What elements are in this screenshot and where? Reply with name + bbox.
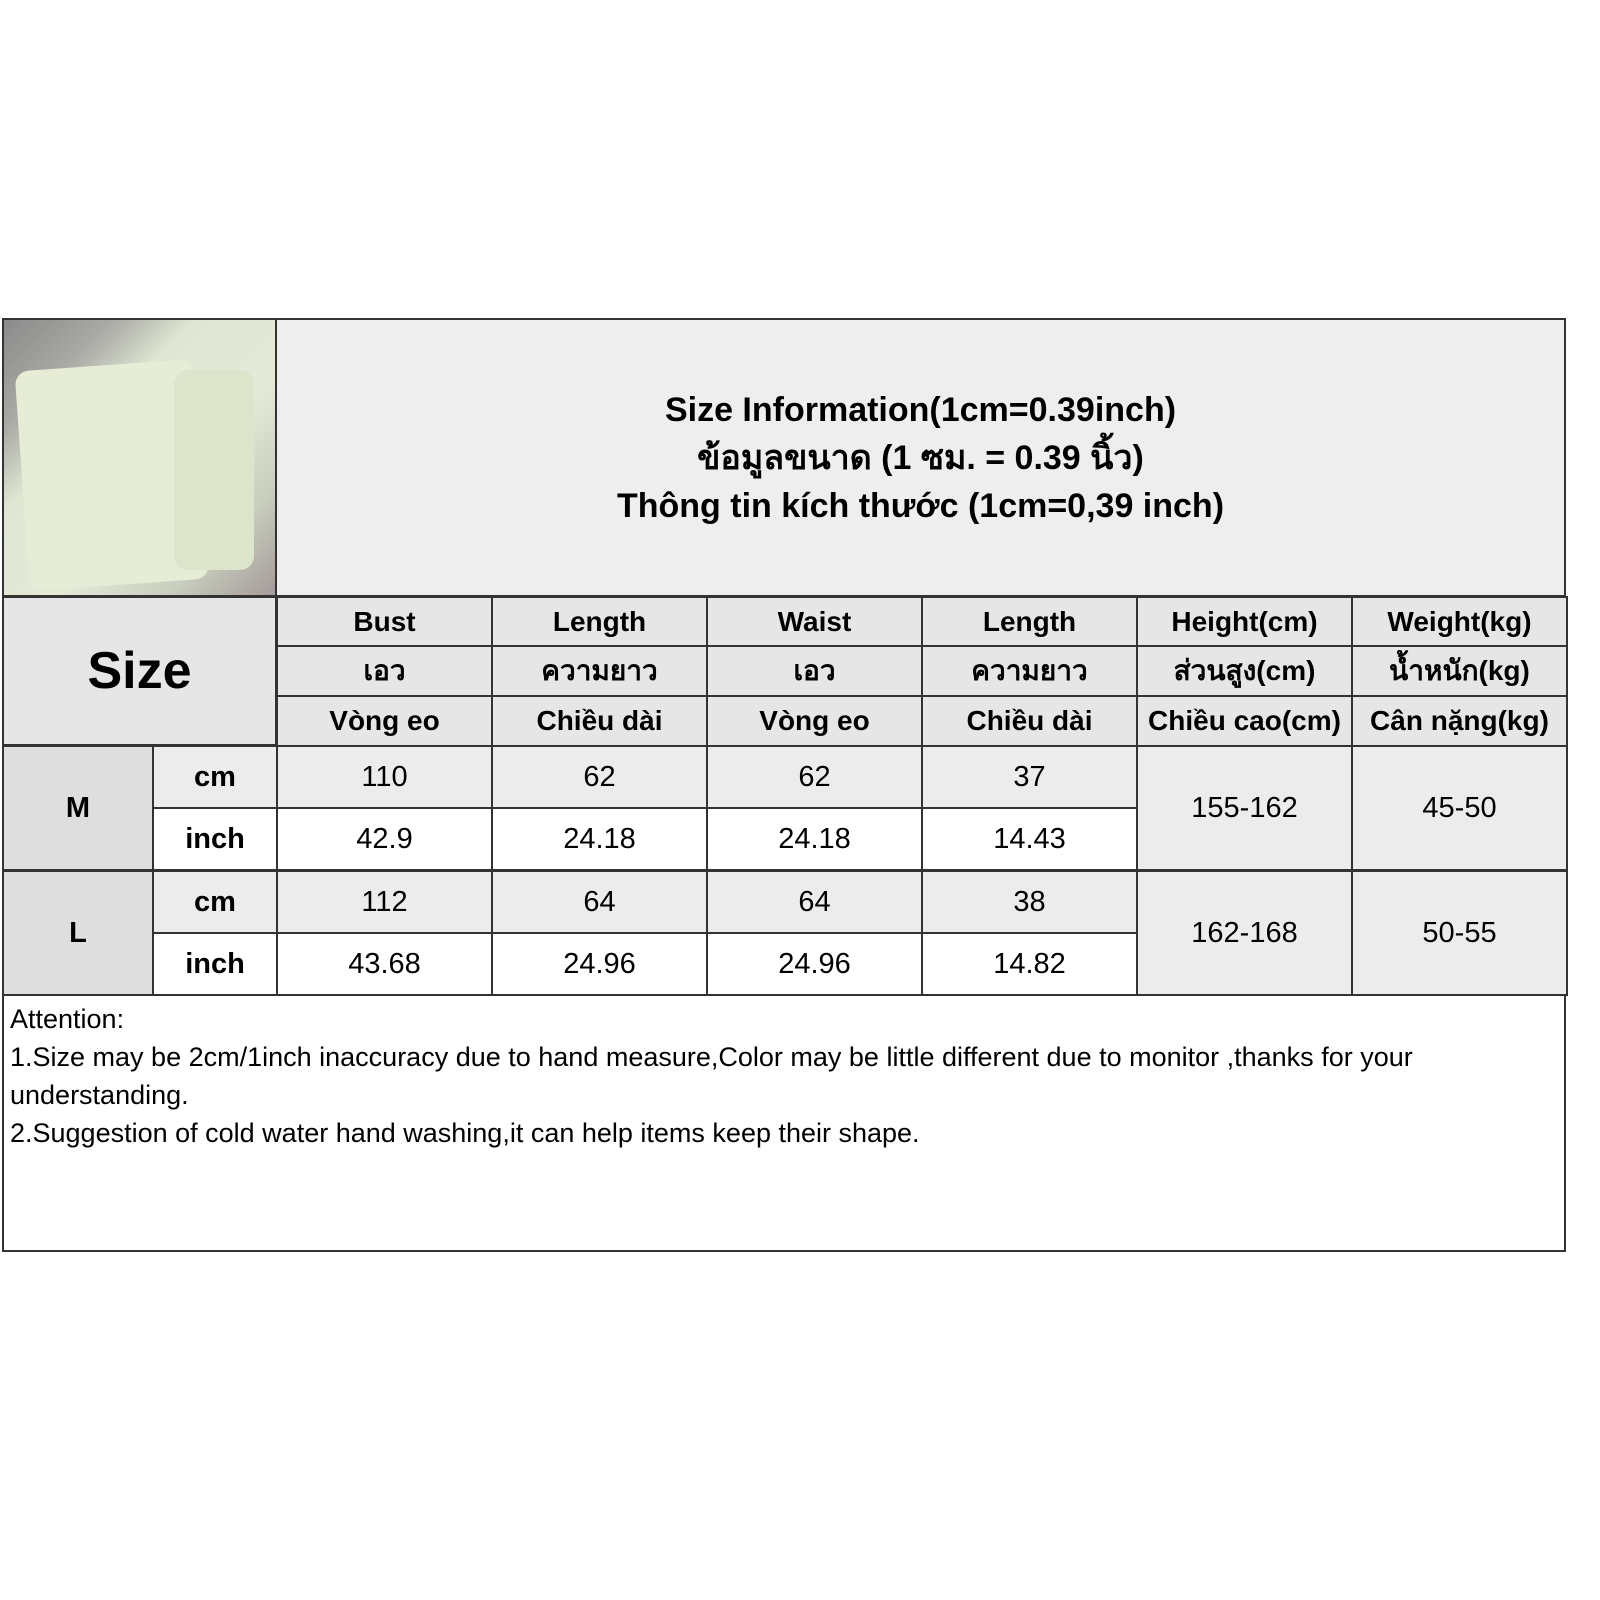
column-header-en: Weight(kg)	[1351, 596, 1568, 647]
unit-cm: cm	[152, 870, 278, 934]
value-cm: 38	[921, 870, 1138, 934]
unit-inch: inch	[152, 932, 278, 996]
product-photo	[2, 318, 277, 597]
column-header-vi: Chiều cao(cm)	[1136, 695, 1353, 747]
notes-heading: Attention:	[10, 1004, 125, 1034]
column-header-vi: Cân nặng(kg)	[1351, 695, 1568, 747]
value-cm: 64	[706, 870, 923, 934]
value-inch: 24.18	[491, 807, 708, 871]
column-header-vi: Vòng eo	[276, 695, 493, 747]
value-inch: 43.68	[276, 932, 493, 996]
column-header-en: Length	[921, 596, 1138, 647]
height-range: 162-168	[1136, 870, 1353, 996]
value-inch: 42.9	[276, 807, 493, 871]
column-header-vi: Chiều dài	[921, 695, 1138, 747]
title-th: ข้อมูลขนาด (1 ซม. = 0.39 นิ้ว)	[697, 438, 1144, 477]
column-header-vi: Vòng eo	[706, 695, 923, 747]
column-header-vi: Chiều dài	[491, 695, 708, 747]
weight-range: 45-50	[1351, 745, 1568, 871]
value-inch: 24.18	[706, 807, 923, 871]
weight-range: 50-55	[1351, 870, 1568, 996]
column-header-th: ส่วนสูง(cm)	[1136, 645, 1353, 697]
value-inch: 24.96	[706, 932, 923, 996]
size-label: L	[2, 870, 154, 996]
size-label: M	[2, 745, 154, 871]
notes-line-2: 2.Suggestion of cold water hand washing,…	[10, 1118, 920, 1148]
column-header-en: Length	[491, 596, 708, 647]
value-cm: 112	[276, 870, 493, 934]
column-header-en: Bust	[276, 596, 493, 647]
value-inch: 24.96	[491, 932, 708, 996]
column-header-th: ความยาว	[921, 645, 1138, 697]
column-header-th: เอว	[706, 645, 923, 697]
column-header-en: Waist	[706, 596, 923, 647]
size-info-title: Size Information(1cm=0.39inch) ข้อมูลขนา…	[275, 318, 1566, 597]
value-cm: 62	[491, 745, 708, 809]
notes-line-1: 1.Size may be 2cm/1inch inaccuracy due t…	[10, 1042, 1413, 1110]
value-inch: 14.82	[921, 932, 1138, 996]
column-header-th: น้ำหนัก(kg)	[1351, 645, 1568, 697]
column-header-th: ความยาว	[491, 645, 708, 697]
title-vi: Thông tin kích thước (1cm=0,39 inch)	[616, 486, 1225, 525]
size-header: Size	[2, 596, 277, 746]
value-cm: 62	[706, 745, 923, 809]
unit-cm: cm	[152, 745, 278, 809]
value-cm: 110	[276, 745, 493, 809]
value-cm: 37	[921, 745, 1138, 809]
height-range: 155-162	[1136, 745, 1353, 871]
value-inch: 14.43	[921, 807, 1138, 871]
title-en: Size Information(1cm=0.39inch)	[664, 390, 1177, 429]
column-header-th: เอว	[276, 645, 493, 697]
value-cm: 64	[491, 870, 708, 934]
unit-inch: inch	[152, 807, 278, 871]
attention-notes: Attention: 1.Size may be 2cm/1inch inacc…	[2, 994, 1566, 1252]
column-header-en: Height(cm)	[1136, 596, 1353, 647]
